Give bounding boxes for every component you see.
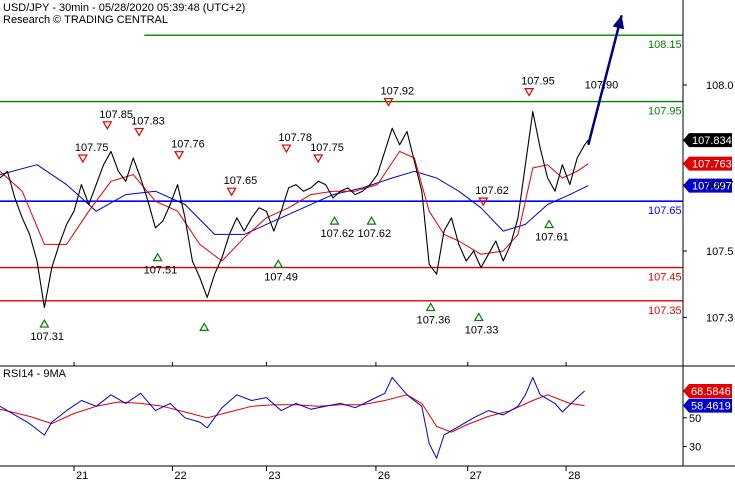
y-tick-label: 107.5 <box>706 246 734 258</box>
projection-arrow <box>587 14 623 146</box>
x-tick-label: 23 <box>268 470 280 480</box>
series-ma-fast <box>0 150 589 262</box>
price-badge-label: 107.834 <box>692 135 732 147</box>
down-marker <box>281 144 292 154</box>
up-marker <box>473 312 484 322</box>
series-rsi-ma <box>0 394 585 433</box>
annotation-label: 107.61 <box>535 231 569 243</box>
down-marker <box>313 154 324 164</box>
rsi-badge <box>683 398 732 413</box>
up-marker <box>425 302 436 312</box>
annotation-label: 107.76 <box>171 139 205 151</box>
down-marker <box>134 127 145 137</box>
annotation-label: 107.65 <box>224 175 258 187</box>
projection-arrow-head <box>612 15 625 30</box>
y-tick-label: 107.7 <box>706 180 734 192</box>
annotation-label: 107.92 <box>381 86 415 98</box>
annotation-label: 107.75 <box>75 142 109 154</box>
down-marker <box>174 151 185 160</box>
down-marker <box>478 197 489 207</box>
rsi-y-tick-label: 50 <box>689 413 701 425</box>
rsi-y-tick-label: 30 <box>689 442 701 454</box>
annotation-label: 107.33 <box>465 324 499 336</box>
level-label: 107.65 <box>648 205 682 217</box>
series-price <box>0 111 589 308</box>
up-marker <box>329 215 340 225</box>
annotation-label: 107.78 <box>278 132 312 144</box>
price-badge <box>683 156 732 171</box>
x-tick-label: 21 <box>76 470 88 480</box>
level-label: 107.95 <box>648 106 682 118</box>
annotation-label: 107.36 <box>417 314 451 326</box>
up-marker <box>199 322 210 331</box>
rsi-badge <box>683 384 732 399</box>
price-badge-label: 107.697 <box>692 181 732 193</box>
x-tick-label: 27 <box>470 470 482 480</box>
up-marker <box>366 215 377 225</box>
annotation-label: 107.51 <box>144 265 178 277</box>
down-marker <box>226 187 237 197</box>
x-tick-label: 28 <box>568 470 580 480</box>
annotation-label: 107.62 <box>475 185 509 197</box>
rsi-panel: 68.5846 58.4619 <box>0 377 732 459</box>
down-marker <box>102 121 113 131</box>
chart-source: Research © TRADING CENTRAL <box>3 14 168 26</box>
y-tick-label: 108.0 <box>706 80 734 92</box>
annotation-label: 107.49 <box>264 271 298 283</box>
down-marker <box>383 97 394 107</box>
x-tick-label: 26 <box>378 470 390 480</box>
annotation-label: 107.90 <box>585 79 619 91</box>
price-badge <box>683 133 732 148</box>
up-marker <box>39 318 50 328</box>
annotation-label: 107.85 <box>99 109 133 121</box>
annotation-label: 107.83 <box>131 115 165 127</box>
price-badge-label: 107.763 <box>692 159 732 171</box>
price-panel: 108.15107.95107.65107.45107.35107.75107.… <box>0 14 732 343</box>
level-label: 107.35 <box>648 305 682 317</box>
annotation-label: 107.95 <box>521 76 555 88</box>
down-marker <box>77 154 88 164</box>
series-rsi <box>0 377 585 459</box>
rsi-title: RSI14 - 9MA <box>3 368 66 380</box>
up-marker <box>152 252 163 262</box>
chart-title: USD/JPY - 30min - 05/28/2020 05:39:48 (U… <box>3 2 246 14</box>
rsi-badge-label: 68.5846 <box>691 386 731 398</box>
annotation-label: 107.62 <box>320 228 354 240</box>
x-tick-label: 22 <box>174 470 186 480</box>
down-marker <box>524 87 535 97</box>
annotation-label: 107.31 <box>30 331 64 343</box>
series-ma-slow <box>0 164 589 235</box>
up-marker <box>544 219 555 229</box>
rsi-badge-label: 58.4619 <box>691 401 731 413</box>
up-marker <box>273 259 284 268</box>
level-label: 107.45 <box>648 272 682 284</box>
y-tick-label: 107.3 <box>706 312 734 324</box>
level-label: 108.15 <box>648 39 682 51</box>
annotation-label: 107.62 <box>357 228 391 240</box>
price-badge <box>683 178 732 193</box>
annotation-label: 107.75 <box>310 142 344 154</box>
